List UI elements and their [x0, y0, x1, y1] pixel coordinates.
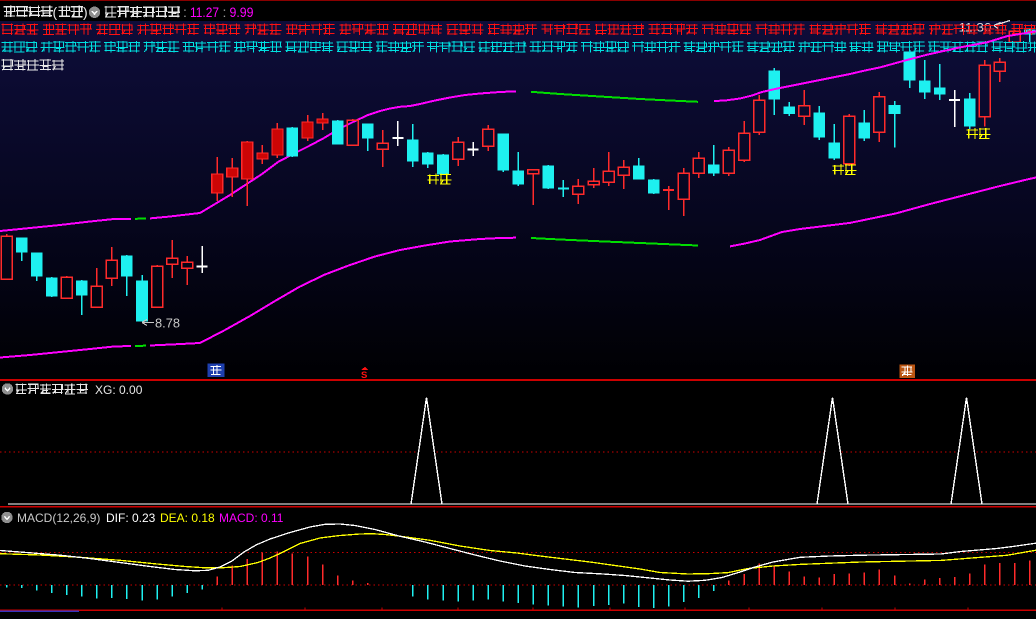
svg-text:8.78: 8.78 — [155, 316, 180, 331]
svg-text::: : — [223, 4, 227, 20]
svg-text:(: ( — [53, 4, 58, 20]
svg-text:): ) — [83, 4, 88, 20]
svg-text:S: S — [361, 370, 367, 381]
svg-text::: : — [183, 4, 187, 20]
svg-text:11.27: 11.27 — [190, 4, 219, 20]
svg-text:11.30: 11.30 — [959, 21, 992, 35]
svg-text:DIF: 0.23: DIF: 0.23 — [106, 511, 156, 525]
svg-text:DEA: 0.18: DEA: 0.18 — [160, 511, 215, 525]
svg-text:XG: 0.00: XG: 0.00 — [95, 383, 143, 397]
svg-text:MACD: 0.11: MACD: 0.11 — [219, 511, 284, 525]
svg-text:9.99: 9.99 — [230, 4, 254, 20]
svg-text:MACD(12,26,9): MACD(12,26,9) — [17, 511, 100, 525]
